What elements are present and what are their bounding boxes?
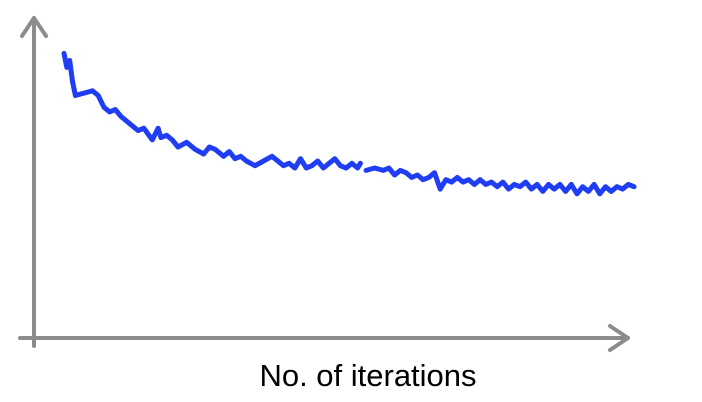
y-axis-arrow (20, 16, 48, 38)
x-axis-label: No. of iterations (259, 358, 476, 393)
series-layer (61, 50, 637, 197)
axes (18, 16, 630, 352)
x-axis-arrow (608, 324, 630, 352)
series-line-1 (61, 50, 363, 171)
series-line-2 (363, 165, 637, 197)
